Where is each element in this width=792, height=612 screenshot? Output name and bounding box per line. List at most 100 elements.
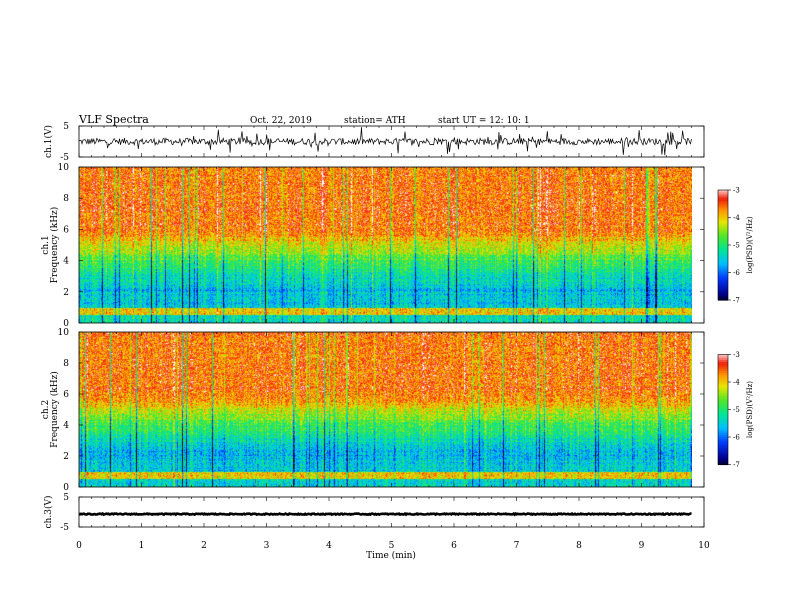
colorbar-segment (718, 234, 728, 237)
colorbar-tick-label: -6 (733, 434, 740, 442)
colorbar-segment (718, 356, 728, 359)
colorbar-segment (718, 278, 728, 281)
colorbar-segment (718, 223, 728, 226)
waveform-trace (78, 511, 692, 517)
colorbar-segment (718, 372, 728, 376)
y-tick-label: 6 (63, 390, 69, 400)
colorbar-tick-label: -5 (733, 406, 740, 414)
colorbar-segment (718, 239, 728, 242)
colorbar-segment (718, 371, 728, 374)
colorbar-segment (718, 358, 728, 361)
colorbar-segment (718, 400, 728, 403)
x-tick-label: 5 (389, 541, 395, 551)
colorbar-segment (718, 279, 728, 283)
y-axis-label: ch.1(V) (43, 125, 54, 158)
colorbar-segment (718, 228, 728, 231)
y-tick-label: 5 (63, 122, 69, 132)
y-axis-label: Frequency (kHz) (49, 207, 60, 284)
colorbar-tick-label: -4 (733, 379, 740, 387)
colorbar-segment (718, 230, 728, 233)
colorbar-segment (718, 451, 728, 455)
colorbar-segment (718, 201, 728, 204)
colorbar-segment (718, 409, 728, 412)
colorbar-segment (718, 202, 728, 206)
colorbar-segment (718, 354, 728, 357)
colorbar-segment (718, 416, 728, 420)
colorbar-segment (718, 378, 728, 381)
colorbar-segment (718, 245, 728, 248)
colorbar-segment (718, 393, 728, 396)
start-ut-label: start UT = 12: 10: 1 (438, 116, 530, 126)
colorbar-segment (718, 250, 728, 253)
colorbar-segment (718, 360, 728, 363)
colorbar-segment (718, 270, 728, 274)
colorbar-segment (718, 235, 728, 239)
colorbar-segment (718, 437, 728, 440)
colorbar-label: log(PSD)(V²/Hz) (746, 381, 754, 438)
colorbar-segment (718, 287, 728, 290)
colorbar-segment (718, 274, 728, 277)
colorbar-segment (718, 254, 728, 257)
y-tick-label: -5 (60, 523, 69, 533)
colorbar-segment (718, 398, 728, 401)
colorbar-tick-label: -7 (733, 461, 740, 469)
y-axis-label: ch.3(V) (43, 496, 54, 529)
colorbar-segment (718, 268, 728, 272)
colorbar-segment (718, 206, 728, 209)
y-tick-label: 10 (58, 328, 70, 338)
colorbar-segment (718, 374, 728, 378)
colorbar-segment (718, 433, 728, 436)
colorbar-segment (718, 259, 728, 263)
colorbar-segment (718, 252, 728, 255)
x-tick-label: 3 (264, 541, 270, 551)
colorbar-segment (718, 361, 728, 365)
colorbar-segment (718, 422, 728, 425)
colorbar-segment (718, 420, 728, 423)
spectrogram-image (79, 332, 692, 487)
colorbar-segment (718, 281, 728, 285)
colorbar-tick-label: -3 (733, 351, 740, 359)
colorbar-segment (718, 365, 728, 368)
colorbar-segment (718, 453, 728, 456)
colorbar-segment (718, 404, 728, 407)
colorbar-segment (718, 429, 728, 433)
colorbar-segment (718, 210, 728, 213)
y-tick-label: 8 (63, 359, 69, 369)
colorbar-segment (718, 224, 728, 228)
colorbar-segment (718, 285, 728, 288)
colorbar-segment (718, 263, 728, 266)
colorbar-segment (718, 248, 728, 252)
colorbar-segment (718, 267, 728, 270)
colorbar-segment (718, 237, 728, 241)
station-label: station= ATH (344, 116, 406, 126)
y-tick-label: 4 (63, 257, 69, 267)
colorbar-segment (718, 376, 728, 379)
colorbar-segment (718, 438, 728, 442)
colorbar-segment (718, 193, 728, 197)
panel-frame (78, 496, 705, 528)
colorbar-segment (718, 298, 728, 301)
colorbar-segment (718, 369, 728, 372)
colorbar-segment (718, 449, 728, 453)
colorbar-segment (718, 215, 728, 219)
colorbar-segment (718, 241, 728, 244)
colorbar-segment (718, 199, 728, 202)
y-tick-label: 6 (63, 225, 69, 235)
colorbar-segment (718, 292, 728, 296)
colorbar-segment (718, 191, 728, 195)
x-tick-label: 1 (139, 541, 145, 551)
colorbar-segment (718, 190, 728, 193)
colorbar-segment (718, 363, 728, 367)
colorbar-segment (718, 455, 728, 458)
colorbar-tick-label: -7 (733, 297, 740, 305)
colorbar-segment (718, 440, 728, 444)
colorbar-segment (718, 261, 728, 264)
y-axis-label: Frequency (kHz) (49, 371, 60, 448)
colorbar-segment (718, 272, 728, 275)
colorbar-segment (718, 382, 728, 385)
colorbar-segment (718, 448, 728, 451)
colorbar-segment (718, 226, 728, 230)
y-axis-label: ch.2 (41, 400, 51, 419)
colorbar-segment (718, 276, 728, 279)
